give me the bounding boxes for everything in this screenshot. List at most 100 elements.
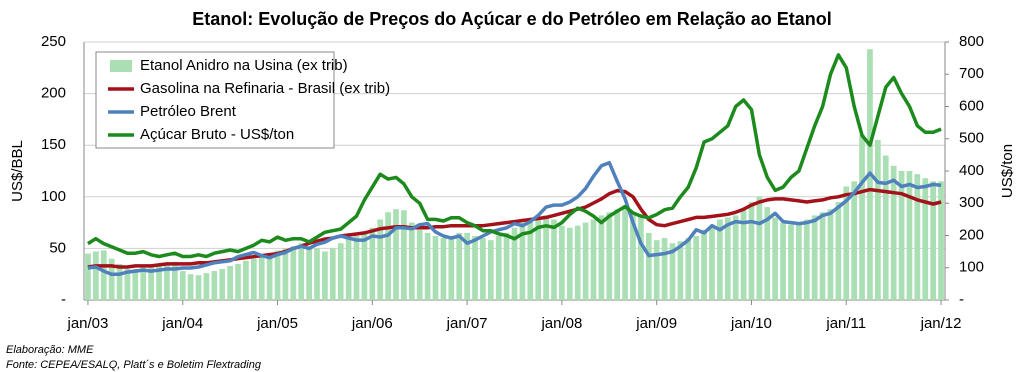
bar — [748, 201, 755, 300]
bar — [811, 215, 818, 300]
bar — [116, 263, 123, 300]
bar — [282, 248, 289, 300]
bar — [551, 219, 557, 300]
bar — [345, 238, 352, 300]
bar — [385, 212, 391, 300]
bar — [669, 243, 676, 300]
bar — [922, 178, 929, 300]
bar — [875, 140, 881, 300]
bar — [724, 217, 731, 300]
bar — [511, 227, 518, 300]
bar — [171, 261, 178, 300]
y-tick-label: 250 — [41, 33, 66, 50]
bar — [393, 209, 399, 300]
x-tick-label: jan/12 — [920, 315, 962, 332]
note: Elaboração: MME — [6, 344, 94, 356]
x-tick-label: jan/06 — [351, 315, 393, 332]
bar — [156, 265, 162, 300]
bar — [574, 225, 581, 300]
bar — [898, 171, 905, 300]
bar — [266, 253, 273, 300]
bar — [559, 225, 565, 300]
bar — [472, 236, 478, 300]
bar — [890, 165, 897, 300]
bar — [614, 209, 621, 300]
bar — [701, 229, 707, 300]
bar — [590, 219, 597, 300]
bar — [914, 174, 921, 300]
bar — [219, 269, 226, 300]
y-tick-label: 100 — [41, 188, 66, 205]
y2-tick-label: 400 — [959, 162, 984, 179]
bar — [353, 236, 360, 300]
x-tick-label: jan/09 — [635, 315, 677, 332]
bar — [306, 246, 312, 300]
bar — [519, 222, 526, 300]
bar — [401, 210, 407, 300]
y-tick-label: - — [61, 291, 66, 308]
y2-tick-label: 800 — [959, 33, 984, 50]
bar — [195, 275, 202, 300]
x-tick-label: jan/07 — [446, 315, 488, 332]
y2-tick-label: 700 — [959, 65, 984, 82]
bar — [827, 209, 834, 300]
bar — [693, 236, 700, 300]
bar — [622, 207, 628, 300]
bar — [543, 215, 549, 300]
bar — [132, 269, 139, 300]
y2-tick-label: 200 — [959, 226, 984, 243]
bar — [803, 219, 810, 300]
bar — [140, 266, 147, 300]
legend-box — [95, 51, 335, 149]
bar — [480, 238, 486, 300]
bar — [756, 196, 763, 300]
bar — [788, 224, 794, 300]
bar — [85, 253, 91, 300]
bar — [843, 186, 850, 300]
bar — [630, 212, 636, 300]
bar — [796, 222, 802, 300]
bar — [274, 250, 281, 300]
bar — [638, 217, 644, 300]
bar — [653, 240, 660, 300]
bar — [882, 155, 889, 300]
bar — [487, 240, 494, 300]
line — [86, 53, 942, 259]
bar — [337, 243, 344, 300]
bar — [187, 274, 194, 300]
x-tick-label: jan/05 — [256, 315, 298, 332]
bar — [322, 251, 328, 300]
legend-label: Açúcar Bruto - US$/ton — [140, 126, 294, 143]
x-tick-label: jan/04 — [161, 315, 203, 332]
y-tick-label: 150 — [41, 136, 66, 153]
bar — [124, 269, 131, 300]
legend-label: Gasolina na Refinaria - Brasil (ex trib) — [140, 80, 390, 97]
y2-tick-label: 100 — [959, 259, 984, 276]
bar — [938, 181, 944, 300]
bar — [100, 250, 107, 300]
bar — [582, 222, 589, 300]
bar — [298, 243, 305, 300]
legend-label: Etanol Anidro na Usina (ex trib) — [140, 57, 348, 74]
x-tick-label: jan/10 — [730, 315, 772, 332]
x-tick-label: jan/08 — [540, 315, 582, 332]
bar — [408, 222, 415, 300]
legend-label: Petróleo Brent — [140, 103, 237, 120]
bar — [179, 271, 186, 300]
bar — [464, 232, 470, 300]
bar — [361, 232, 368, 300]
bar — [243, 260, 249, 300]
y2-tick-label: - — [959, 291, 964, 308]
bar — [164, 263, 170, 300]
bar — [203, 273, 210, 300]
x-tick-label: jan/11 — [825, 315, 866, 332]
bar — [685, 238, 692, 300]
bar — [503, 232, 510, 300]
bar — [416, 229, 423, 300]
bar — [424, 232, 431, 300]
bar — [108, 258, 115, 300]
bar — [258, 256, 265, 300]
y-tick-label: 200 — [41, 85, 66, 102]
